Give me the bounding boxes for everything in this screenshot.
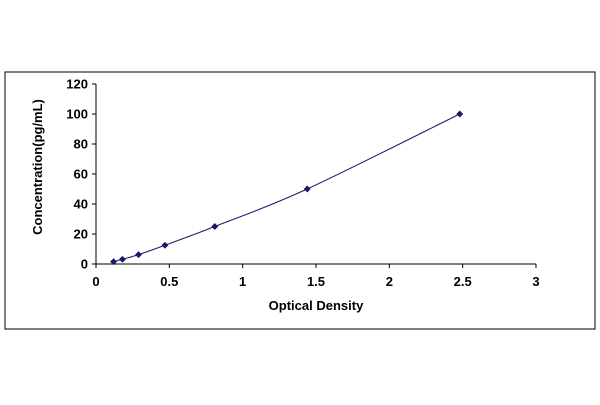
x-tick-label: 2.5 xyxy=(454,274,472,289)
series-layer xyxy=(110,110,464,266)
x-axis-title: Optical Density xyxy=(269,298,364,313)
y-axis-title: Concentration(pg/mL) xyxy=(30,99,45,235)
x-tick-label: 0 xyxy=(92,274,99,289)
y-tick-label: 120 xyxy=(66,77,88,92)
x-tick-label: 3 xyxy=(532,274,539,289)
y-tick-label: 100 xyxy=(66,107,88,122)
chart-area-border xyxy=(4,71,596,330)
data-point-marker xyxy=(110,258,118,266)
x-tick-label: 2 xyxy=(386,274,393,289)
y-tick-label: 0 xyxy=(81,257,88,272)
data-point-marker xyxy=(303,185,311,193)
x-tick-label: 1 xyxy=(239,274,246,289)
data-point-marker xyxy=(456,110,464,118)
x-tick-label: 0.5 xyxy=(160,274,178,289)
ticks: 0 20 40 60 80 100 120 0 0.5 1 1.5 2 2.5 3 xyxy=(66,77,539,290)
data-point-marker xyxy=(118,255,126,263)
y-tick-label: 40 xyxy=(74,197,88,212)
data-point-marker xyxy=(161,241,169,249)
data-point-marker xyxy=(134,251,143,259)
data-point-marker xyxy=(211,222,219,231)
y-tick-label: 20 xyxy=(74,227,88,242)
x-tick-label: 1.5 xyxy=(307,274,325,289)
y-tick-label: 80 xyxy=(74,137,88,152)
y-tick-label: 60 xyxy=(74,167,88,182)
